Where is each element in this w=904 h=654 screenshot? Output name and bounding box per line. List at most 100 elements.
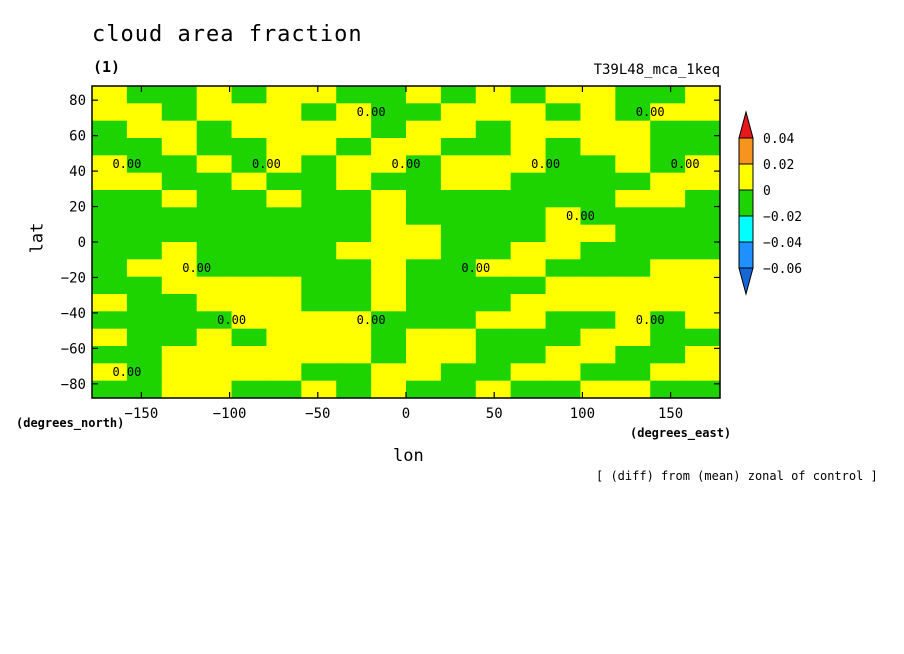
colorbar-swatch	[738, 137, 754, 165]
field-cell	[580, 86, 616, 104]
field-cell	[440, 155, 477, 174]
field-cell	[196, 172, 232, 191]
field-cell	[336, 120, 372, 139]
field-cell	[92, 276, 128, 295]
field-cell	[545, 138, 581, 156]
field-cell	[650, 328, 686, 347]
field-cell	[196, 294, 232, 312]
field-cell	[475, 172, 512, 191]
field-cell	[301, 294, 337, 312]
field-cell	[685, 259, 721, 278]
field-cell	[371, 103, 407, 122]
field-cell	[545, 363, 581, 382]
field-cell	[161, 190, 198, 208]
field-cell	[301, 120, 337, 139]
field-cell	[406, 294, 442, 312]
field-cell	[266, 86, 302, 104]
field-cell	[475, 346, 512, 364]
field-cell	[475, 363, 512, 382]
field-cell	[266, 259, 302, 278]
field-cell	[545, 172, 581, 191]
field-cell	[336, 138, 372, 156]
field-cell	[440, 276, 477, 295]
field-cell	[580, 380, 616, 399]
field-cell	[685, 363, 721, 382]
field-cell	[301, 103, 337, 122]
field-cell	[406, 138, 442, 156]
field-cell	[336, 276, 372, 295]
field-cell	[161, 86, 198, 104]
field-cell	[336, 380, 372, 399]
field-cell	[336, 190, 372, 208]
field-cell	[92, 172, 128, 191]
field-cell	[615, 294, 651, 312]
field-cell	[615, 120, 651, 139]
field-cell	[196, 328, 232, 347]
field-cell	[475, 224, 512, 243]
field-cell	[92, 190, 128, 208]
field-cell	[126, 259, 163, 278]
x-tick-label: 0	[402, 406, 410, 422]
field-cell	[685, 380, 721, 399]
field-cell	[650, 259, 686, 278]
field-cell	[510, 103, 546, 122]
field-cell	[685, 294, 721, 312]
field-cell	[510, 259, 546, 278]
field-cell	[371, 86, 407, 104]
field-cell	[406, 190, 442, 208]
field-cell	[266, 311, 302, 330]
field-cell	[161, 363, 198, 382]
field-cell	[615, 311, 651, 330]
colorbar-swatch	[738, 267, 754, 296]
field-cell	[510, 86, 546, 104]
field-cell	[440, 363, 477, 382]
field-cell	[371, 380, 407, 399]
contour-label: 0.00	[357, 105, 386, 119]
field-cell	[615, 259, 651, 278]
field-cell	[615, 155, 651, 174]
field-cell	[615, 190, 651, 208]
field-cell	[371, 224, 407, 243]
colorbar-label: 0.04	[763, 132, 794, 147]
field-cell	[685, 224, 721, 243]
field-cell	[510, 328, 546, 347]
field-cell	[440, 294, 477, 312]
field-cell	[545, 276, 581, 295]
field-cell	[545, 155, 581, 174]
field-cell	[650, 311, 686, 330]
field-cell	[231, 172, 267, 191]
field-cell	[371, 138, 407, 156]
field-cell	[301, 172, 337, 191]
field-cell	[301, 363, 337, 382]
contour-labels: 0.00 0.00 0.00 0.00 0.00 0.00 0.00 0.00 0.00 0.00…	[112, 105, 699, 379]
colorbar-swatch	[738, 215, 754, 243]
field-cell	[580, 155, 616, 174]
contour-label: 0.00	[461, 261, 490, 275]
field-cell	[440, 311, 477, 330]
field-cell	[685, 120, 721, 139]
field-cell	[371, 242, 407, 260]
y-tick-label: −40	[61, 306, 86, 322]
field-cell	[371, 259, 407, 278]
field-cell	[336, 224, 372, 243]
field-cell	[301, 259, 337, 278]
field-cell	[406, 276, 442, 295]
field-cell	[685, 276, 721, 295]
field-cell	[196, 224, 232, 243]
field-cell	[510, 207, 546, 226]
field-cell	[545, 311, 581, 330]
y-tick-label: 0	[78, 235, 86, 251]
field-cell	[406, 311, 442, 330]
field-cell	[406, 328, 442, 347]
contour-label: 0.00	[392, 157, 421, 171]
contour-label: 0.00	[566, 209, 595, 223]
field-cell	[301, 86, 337, 104]
field-cell	[92, 138, 128, 156]
field-cell	[685, 328, 721, 347]
field-cell	[440, 346, 477, 364]
field-cell	[196, 138, 232, 156]
field-cell	[126, 155, 163, 174]
field-cell	[475, 276, 512, 295]
colorbar-label: −0.04	[763, 236, 802, 251]
field-cell	[126, 224, 163, 243]
